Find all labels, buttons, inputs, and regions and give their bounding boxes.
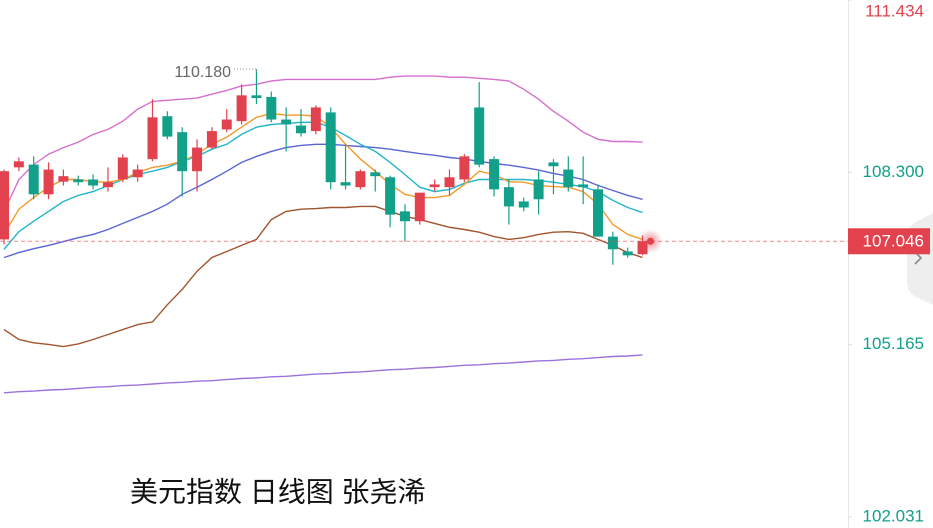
candle-body — [117, 157, 128, 180]
candle-body — [385, 177, 396, 215]
candle-body — [132, 169, 143, 178]
candle-body — [310, 107, 321, 132]
candle-body — [563, 169, 574, 188]
candle-body — [28, 164, 39, 195]
candle-body — [340, 182, 351, 186]
candle-body — [296, 125, 306, 134]
candle-body — [399, 211, 410, 222]
last-price-tag — [848, 228, 930, 255]
indicator-line — [3, 75, 643, 212]
y-tick-label: 105.165 — [863, 334, 924, 353]
candle-body — [622, 251, 633, 256]
candle-body — [58, 176, 69, 182]
candle-body — [88, 179, 99, 186]
candle-body — [503, 187, 514, 207]
candle-body — [147, 117, 158, 160]
candle-body — [489, 159, 500, 190]
candle-body — [325, 112, 336, 183]
candle-body — [162, 116, 173, 137]
candle-body — [578, 184, 589, 188]
candle-body — [444, 177, 455, 188]
indicator-line — [3, 143, 643, 259]
candle-body — [459, 156, 470, 180]
candle-body — [607, 236, 618, 250]
candle-body — [177, 132, 188, 172]
candle-body — [548, 162, 559, 167]
last-price-dot — [647, 237, 655, 245]
candle-body — [355, 171, 366, 188]
last-price-label: 107.046 — [863, 232, 924, 251]
candle-body — [429, 184, 440, 188]
chart-title: 美元指数 日线图 张尧浠 — [130, 476, 426, 507]
candle-body — [102, 182, 113, 188]
candle-body — [281, 119, 292, 125]
candle-body — [206, 131, 217, 148]
indicator-line — [3, 354, 643, 394]
candle-body — [593, 189, 603, 237]
candle-body — [236, 95, 247, 122]
candle-body — [533, 179, 544, 200]
candle-body — [73, 179, 84, 183]
candle-body — [251, 95, 262, 99]
candle-body — [518, 201, 529, 208]
candle-body — [0, 171, 9, 240]
candle-body — [266, 96, 277, 120]
candle-body — [221, 119, 232, 130]
y-tick-label: 108.300 — [863, 162, 924, 181]
candle-body — [414, 192, 425, 222]
candle-body — [192, 147, 203, 172]
candle-body — [13, 161, 24, 168]
indicator-line — [3, 205, 643, 348]
y-tick-label: 102.031 — [863, 506, 924, 525]
y-tick-label: 111.434 — [865, 1, 924, 20]
candle-body — [43, 169, 54, 195]
candle-body — [474, 107, 485, 165]
candle-body — [370, 172, 381, 177]
high-label: 110.180 — [174, 64, 231, 81]
